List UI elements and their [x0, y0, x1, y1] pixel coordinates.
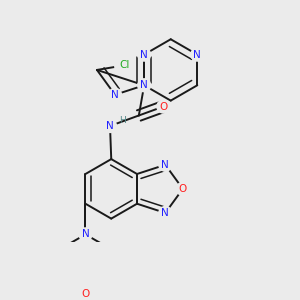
- Circle shape: [79, 287, 92, 300]
- Circle shape: [103, 119, 116, 132]
- Text: N: N: [106, 121, 114, 131]
- Circle shape: [176, 182, 189, 195]
- Text: N: N: [111, 90, 119, 100]
- Text: O: O: [179, 184, 187, 194]
- Text: N: N: [82, 230, 89, 239]
- Text: Cl: Cl: [119, 60, 129, 70]
- Text: O: O: [81, 289, 90, 299]
- Circle shape: [79, 228, 92, 241]
- Text: N: N: [161, 208, 169, 218]
- Circle shape: [159, 206, 172, 219]
- Text: O: O: [159, 102, 167, 112]
- Text: N: N: [194, 50, 201, 60]
- Text: N: N: [140, 50, 148, 60]
- Text: H: H: [119, 116, 126, 125]
- Circle shape: [138, 79, 151, 92]
- Circle shape: [159, 158, 172, 171]
- Circle shape: [138, 48, 151, 61]
- Text: N: N: [140, 80, 148, 90]
- Text: N: N: [161, 160, 169, 170]
- Circle shape: [191, 48, 204, 61]
- Circle shape: [157, 100, 170, 113]
- Circle shape: [109, 88, 122, 101]
- Circle shape: [115, 56, 134, 75]
